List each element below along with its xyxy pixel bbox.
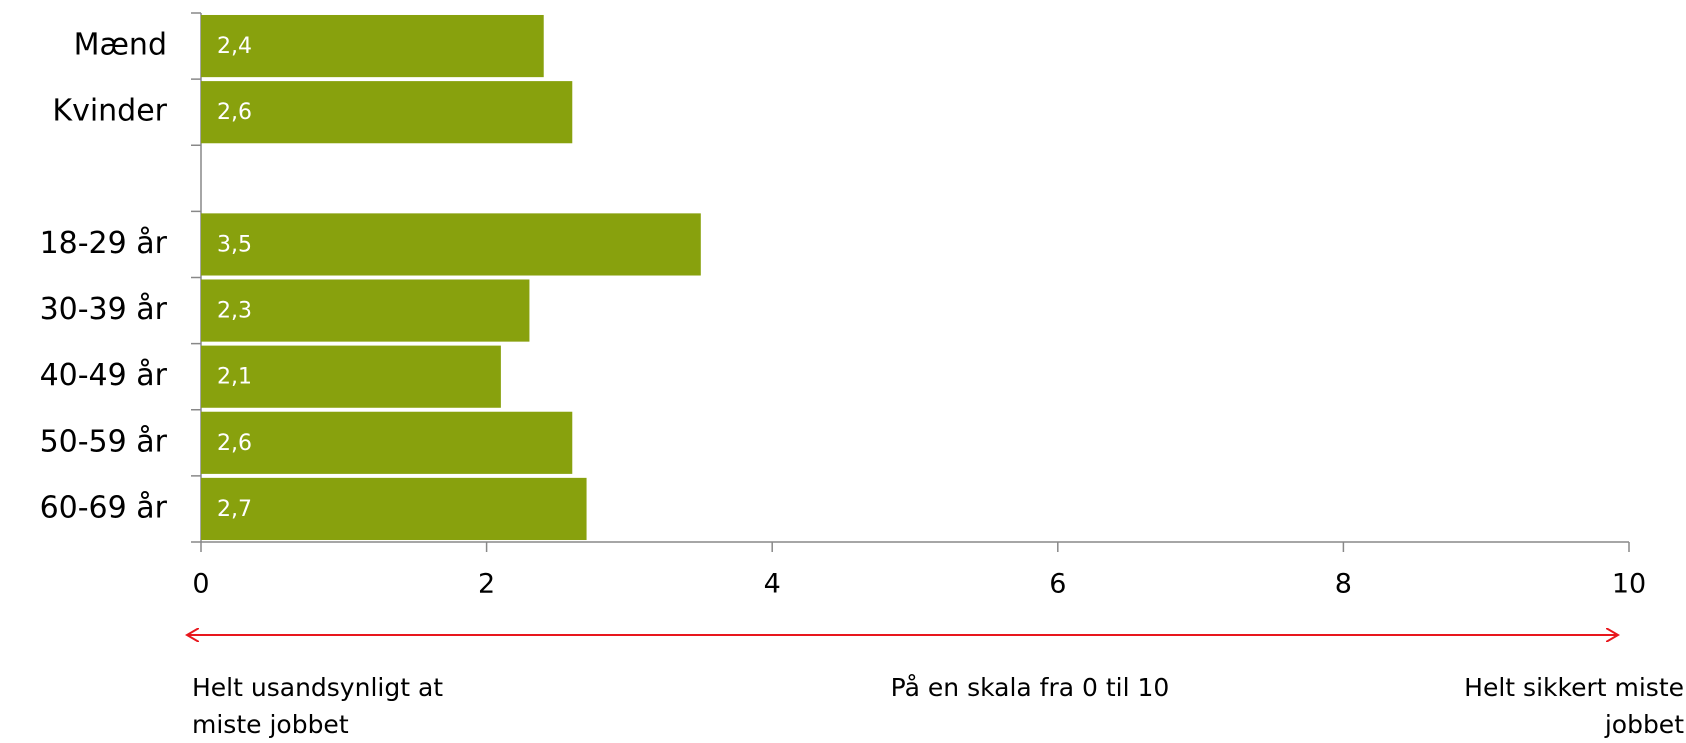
value-label: 2,6	[217, 100, 252, 125]
x-tick-label: 2	[478, 569, 495, 600]
y-tick-label: Kvinder	[52, 94, 167, 129]
y-tick-label: Mænd	[74, 28, 167, 63]
value-label: 2,3	[217, 299, 252, 324]
value-label: 3,5	[217, 232, 252, 257]
bar	[201, 213, 701, 276]
x-tick-label: 8	[1335, 569, 1352, 600]
center-annotation: På en skala fra 0 til 10	[891, 673, 1170, 702]
y-tick-label: 60-69 år	[40, 490, 168, 525]
bar	[201, 279, 530, 342]
right-annotation: Helt sikkert miste	[1464, 673, 1684, 702]
bar	[201, 411, 573, 474]
bar	[201, 14, 544, 78]
bar	[201, 81, 573, 144]
left-annotation: Helt usandsynligt at	[192, 673, 443, 702]
value-label: 2,4	[217, 34, 252, 59]
y-tick-label: 18-29 år	[40, 226, 168, 261]
x-tick-label: 0	[192, 569, 209, 600]
x-tick-label: 4	[764, 569, 781, 600]
x-tick-label: 10	[1612, 569, 1646, 600]
y-tick-label: 50-59 år	[40, 424, 168, 459]
bar	[201, 477, 587, 541]
value-label: 2,1	[217, 365, 252, 390]
value-label: 2,7	[217, 497, 252, 522]
y-tick-label: 30-39 år	[40, 292, 168, 327]
bar	[201, 345, 501, 408]
value-label: 2,6	[217, 431, 252, 456]
right-annotation: jobbet	[1604, 710, 1684, 739]
x-tick-label: 6	[1049, 569, 1066, 600]
y-tick-label: 40-49 år	[40, 358, 168, 393]
left-annotation: miste jobbet	[192, 710, 349, 739]
